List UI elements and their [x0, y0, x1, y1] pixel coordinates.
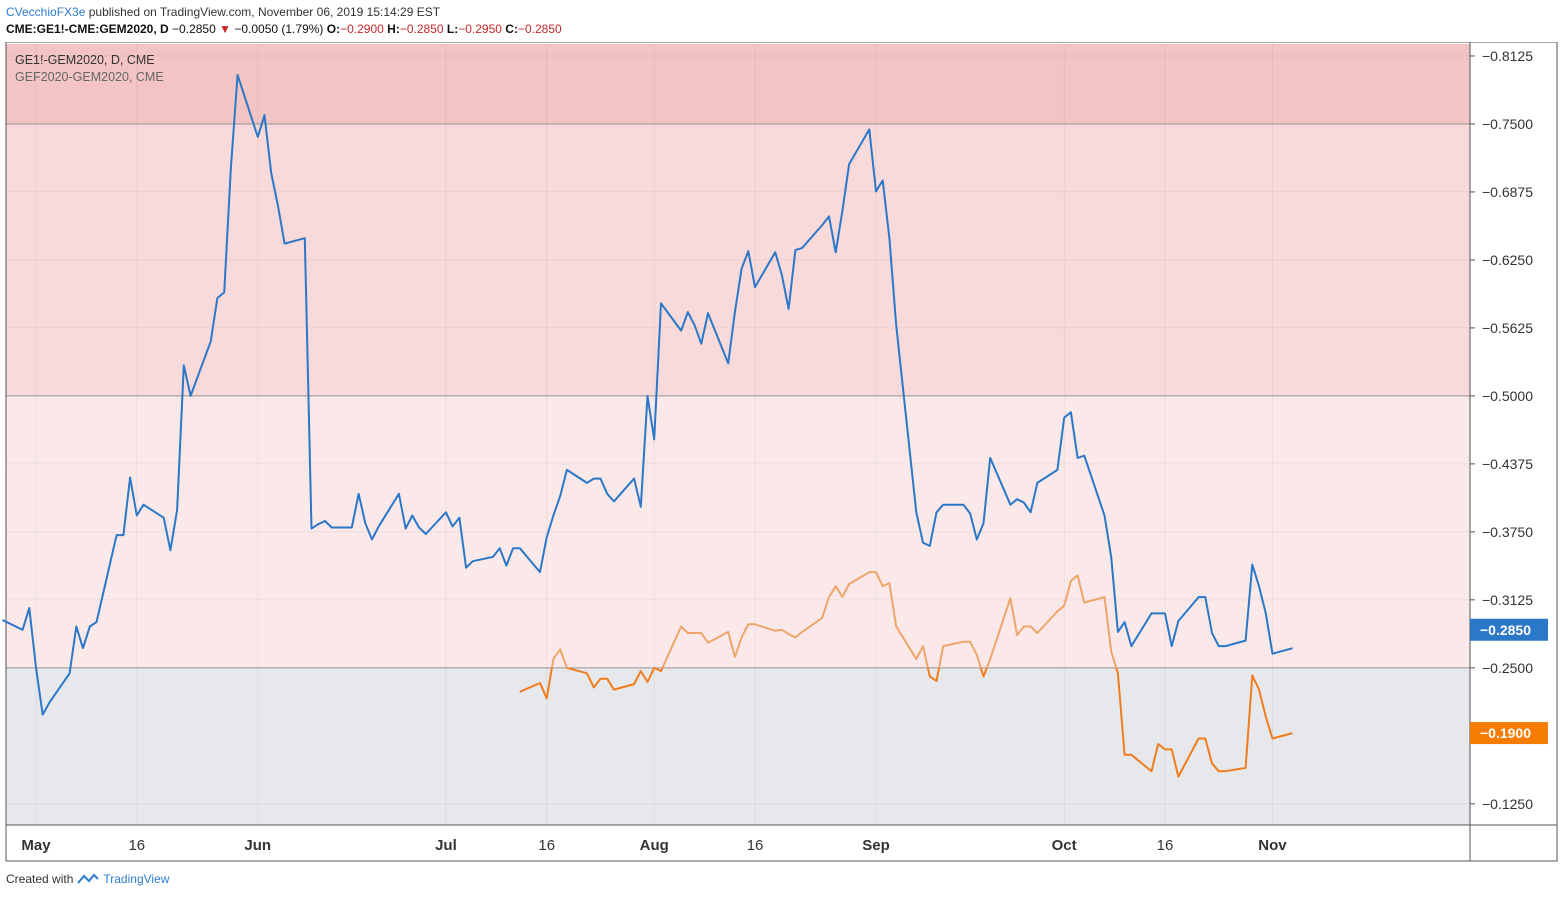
- last-value-label: −0.2850: [1480, 622, 1531, 638]
- last-value-badge: [1470, 618, 1548, 641]
- y-tick-label: −0.3750: [1482, 524, 1533, 540]
- open-value: −0.2900: [340, 22, 384, 36]
- x-tick-label: Nov: [1258, 837, 1287, 854]
- x-tick-label: 16: [1157, 837, 1174, 854]
- x-tick-label: Sep: [862, 837, 890, 854]
- last-value-label: −0.1900: [1480, 725, 1531, 741]
- change-down-icon: ▼: [219, 22, 231, 36]
- x-tick-label: Jun: [244, 837, 271, 854]
- symbol-header: CME:GE1!-CME:GEM2020, D −0.2850 ▼ −0.005…: [6, 22, 562, 36]
- background-band: [6, 667, 1470, 825]
- change-value: −0.0050 (1.79%): [234, 22, 324, 36]
- publish-info: published on TradingView.com, November 0…: [88, 5, 441, 19]
- x-tick-label: May: [21, 837, 51, 854]
- x-tick-label: 16: [747, 837, 764, 854]
- close-label: C:: [505, 22, 518, 36]
- background-band: [6, 395, 1470, 668]
- chart-frame: [5, 41, 1558, 862]
- x-tick-label: 16: [538, 837, 555, 854]
- footer: Created with TradingView: [6, 872, 169, 886]
- price-chart[interactable]: −0.1250 −0.2500 −0.3125 −0.3750 −0.4375 −0.50…: [0, 41, 1564, 864]
- series-line-gef2020-faded: [550, 571, 1118, 668]
- x-tick-label: Oct: [1052, 837, 1077, 854]
- symbol-name[interactable]: CME:GE1!-CME:GEM2020, D: [6, 22, 169, 36]
- background-band: [6, 123, 1470, 396]
- last-value-badge: [1470, 722, 1548, 745]
- legend-series-ge1: GE1!-GEM2020, D, CME: [15, 53, 155, 67]
- created-with-label: Created with: [6, 872, 74, 886]
- low-value: −0.2950: [458, 22, 502, 36]
- x-tick-label: 16: [128, 837, 145, 854]
- y-tick-label: −0.8125: [1482, 48, 1533, 64]
- author-link[interactable]: CVecchioFX3e: [6, 5, 86, 19]
- close-value: −0.2850: [517, 22, 562, 36]
- y-tick-label: −0.3125: [1482, 592, 1533, 608]
- y-tick-label: −0.5000: [1482, 388, 1533, 404]
- y-tick-label: −0.2500: [1482, 660, 1533, 676]
- series-line-ge1: [1, 74, 1293, 716]
- chart-area[interactable]: −0.1250 −0.2500 −0.3125 −0.3750 −0.4375 −0.50…: [0, 41, 1564, 864]
- tradingview-logo-icon: [77, 873, 100, 884]
- low-label: L:: [446, 22, 459, 36]
- x-tick-label: Aug: [640, 837, 669, 854]
- y-tick-label: −0.1250: [1482, 796, 1533, 812]
- last-value: −0.2850: [172, 22, 216, 36]
- publish-header: CVecchioFX3e published on TradingView.co…: [6, 5, 440, 19]
- high-value: −0.2850: [399, 22, 444, 36]
- x-tick-label: Jul: [435, 837, 457, 854]
- open-label: O:: [326, 22, 341, 36]
- high-label: H:: [387, 22, 400, 36]
- legend-series-gef2020: GEF2020-GEM2020, CME: [15, 70, 164, 84]
- y-tick-label: −0.6875: [1482, 184, 1533, 200]
- series-line-gef2020: [519, 667, 1293, 778]
- y-tick-label: −0.5625: [1482, 320, 1533, 336]
- tradingview-link[interactable]: TradingView: [103, 872, 170, 886]
- y-tick-label: −0.7500: [1482, 116, 1533, 132]
- y-tick-label: −0.4375: [1482, 456, 1533, 472]
- y-tick-label: −0.6250: [1482, 252, 1533, 268]
